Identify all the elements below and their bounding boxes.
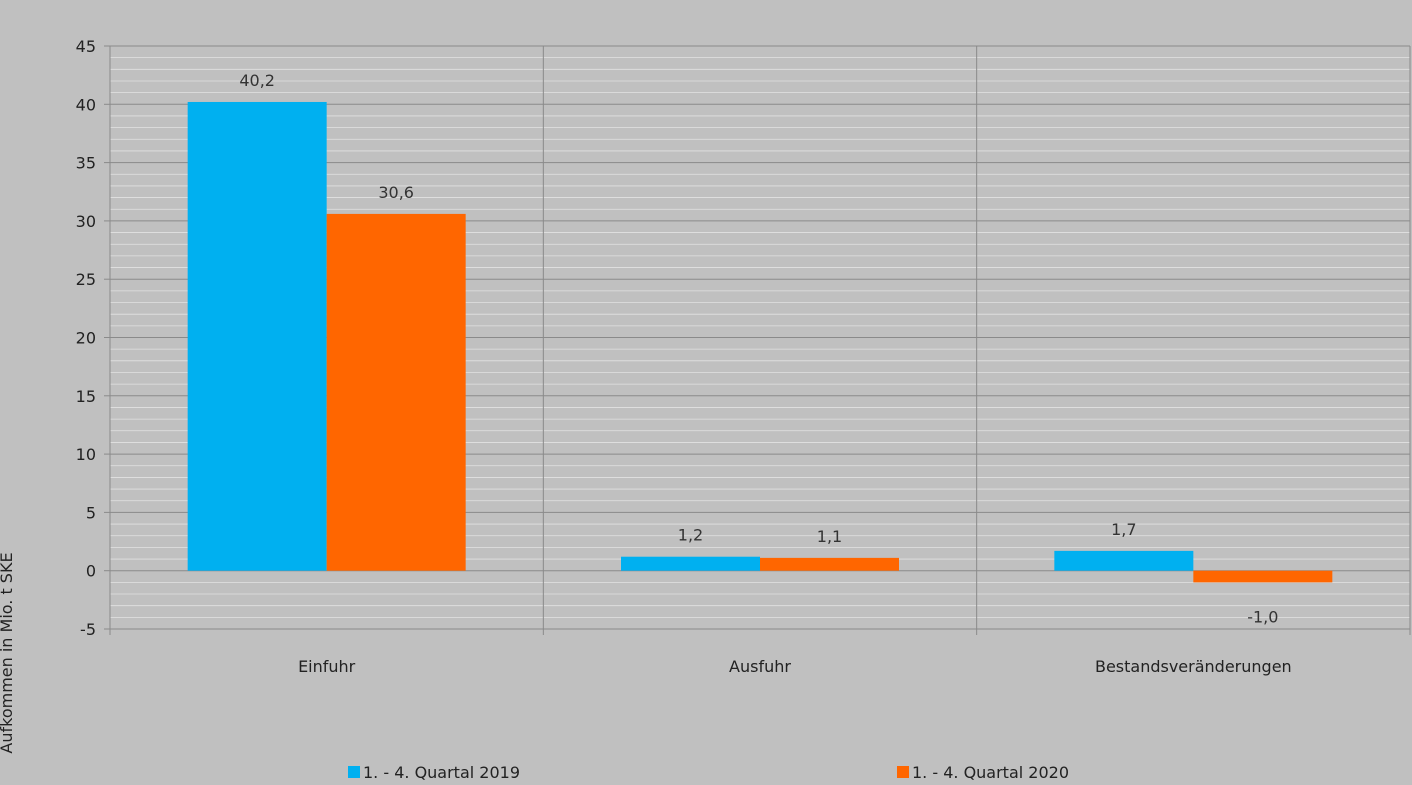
y-tick-label: -5 bbox=[80, 620, 96, 639]
legend-label-2019: 1. - 4. Quartal 2019 bbox=[363, 762, 521, 782]
data-labels: 40,2 30,6 1,2 1,1 1,7 -1,0 bbox=[239, 71, 1278, 626]
data-label: 30,6 bbox=[378, 183, 414, 202]
y-tick-label: 5 bbox=[86, 503, 96, 522]
y-tick-label: 40 bbox=[76, 95, 96, 114]
bars bbox=[187, 101, 1333, 583]
legend-swatch-2020 bbox=[897, 766, 909, 778]
bar-series1-Bestandsveränderungen bbox=[1193, 570, 1333, 583]
y-tick-label: 20 bbox=[76, 329, 96, 348]
bar-series0-Ausfuhr bbox=[621, 556, 760, 571]
data-label: 1,7 bbox=[1111, 520, 1136, 539]
data-label: 1,2 bbox=[678, 526, 703, 545]
bar-series0-Bestandsveränderungen bbox=[1054, 550, 1194, 571]
x-category-label: Einfuhr bbox=[298, 657, 356, 676]
data-label: 40,2 bbox=[239, 71, 275, 90]
y-tick-label: 10 bbox=[76, 445, 96, 464]
legend-item-2019: 1. - 4. Quartal 2019 bbox=[348, 762, 520, 782]
y-axis-label: Aufkommen in Mio. t SKE bbox=[0, 552, 16, 754]
data-label: 1,1 bbox=[817, 527, 842, 546]
x-category-label: Ausfuhr bbox=[729, 657, 791, 676]
y-tick-label: 15 bbox=[76, 387, 96, 406]
y-tick-label: 0 bbox=[86, 562, 96, 581]
data-label: -1,0 bbox=[1247, 607, 1278, 626]
y-tick-label: 30 bbox=[76, 212, 96, 231]
y-axis-ticks: -5 0 5 10 15 20 25 30 35 40 45 bbox=[76, 37, 110, 639]
legend-item-2020: 1. - 4. Quartal 2020 bbox=[897, 762, 1069, 782]
bar-series1-Einfuhr bbox=[326, 213, 466, 571]
y-tick-label: 35 bbox=[76, 154, 96, 173]
y-tick-label: 25 bbox=[76, 270, 96, 289]
legend-label-2020: 1. - 4. Quartal 2020 bbox=[912, 762, 1070, 782]
bar-series1-Ausfuhr bbox=[760, 557, 899, 571]
legend-swatch-2019 bbox=[348, 766, 360, 778]
bar-series0-Einfuhr bbox=[187, 101, 327, 571]
y-tick-label: 45 bbox=[76, 37, 96, 56]
x-axis-categories: Einfuhr Ausfuhr Bestandsveränderungen bbox=[298, 657, 1292, 676]
x-category-label: Bestandsveränderungen bbox=[1095, 657, 1292, 676]
